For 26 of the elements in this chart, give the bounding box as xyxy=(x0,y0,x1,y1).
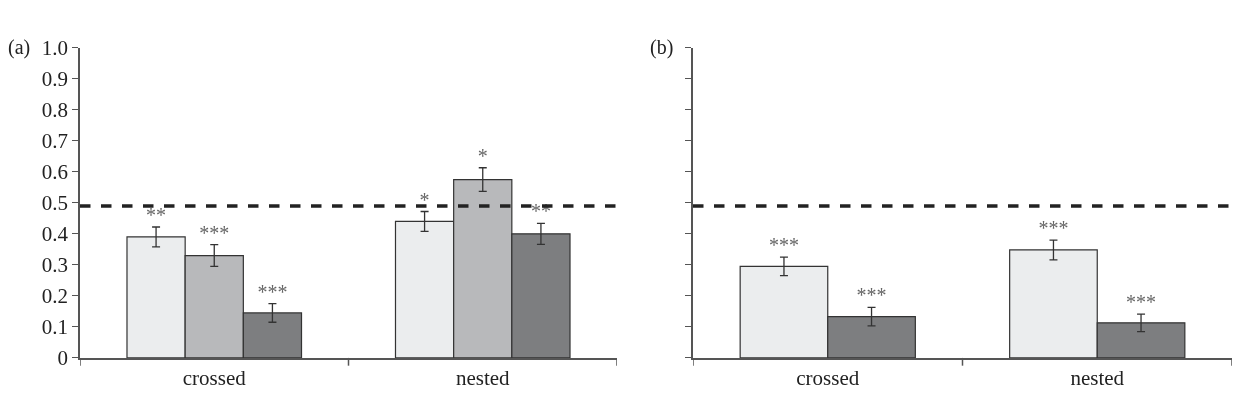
y-tick-label: 0.5 xyxy=(41,191,69,216)
data-label: * xyxy=(477,144,488,167)
y-tick-label: 0.7 xyxy=(41,129,69,154)
x-tick-label: crossed xyxy=(796,365,860,390)
y-tick-label: 0.9 xyxy=(41,67,69,92)
data-label: *** xyxy=(768,234,799,257)
data-label: *** xyxy=(1126,291,1157,314)
y-tick-label: 1.0 xyxy=(41,36,69,61)
x-tick-label: nested xyxy=(1070,365,1125,390)
data-label: *** xyxy=(856,284,887,307)
y-tick-label: 0.3 xyxy=(41,253,69,278)
y-tick-label: 0 xyxy=(57,346,69,371)
x-tick-label: crossed xyxy=(182,365,247,390)
data-label: *** xyxy=(257,280,288,303)
data-label: *** xyxy=(199,221,230,244)
y-tick-label: 0.6 xyxy=(41,160,69,185)
data-label: *** xyxy=(1038,217,1069,240)
y-tick-label: 0.4 xyxy=(41,222,69,247)
data-label: * xyxy=(419,188,430,211)
y-tick-label: 0.8 xyxy=(41,98,69,123)
chart-title: (a) xyxy=(8,36,31,59)
y-tick-label: 0.2 xyxy=(41,284,69,309)
x-tick-label: nested xyxy=(455,365,511,390)
data-label: ** xyxy=(146,204,167,227)
chart-title: (b) xyxy=(650,36,674,59)
y-tick-label: 0.1 xyxy=(41,315,69,340)
